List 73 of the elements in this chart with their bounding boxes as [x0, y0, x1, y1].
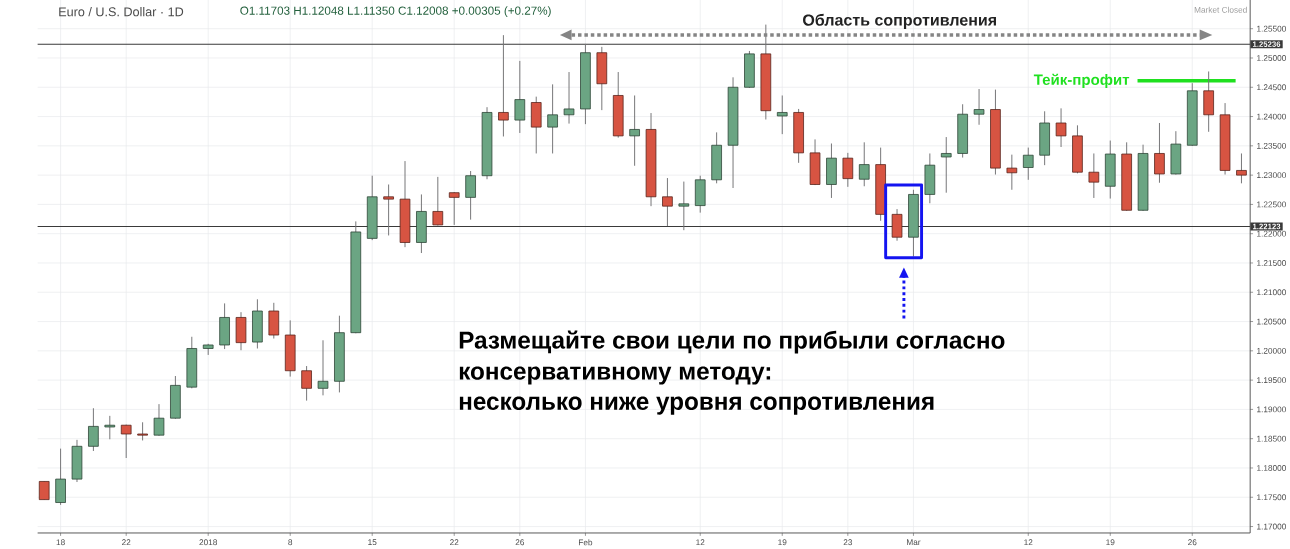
candlestick: [891, 208, 903, 241]
candlestick: [465, 170, 476, 220]
x-tick-label: 18: [56, 539, 65, 545]
y-tick-label: 1.21500: [1257, 259, 1286, 266]
x-tick-label: Feb: [579, 539, 593, 546]
y-tick-label: 1.22000: [1257, 230, 1286, 237]
candlestick: [973, 88, 985, 126]
candlestick: [55, 447, 66, 506]
candlestick: [498, 34, 509, 137]
y-tick-label: 1.17500: [1257, 494, 1286, 500]
y-tick-label: 1.23500: [1257, 142, 1286, 149]
y-tick-label: 1.18500: [1257, 435, 1286, 442]
x-tick-label: 15: [368, 539, 377, 545]
y-tick-label: 1.22500: [1257, 201, 1286, 208]
candlestick: [38, 480, 50, 500]
candlestick: [858, 141, 870, 187]
y-tick-label: 1.25500: [1257, 25, 1286, 32]
x-tick-label: 22: [450, 539, 459, 545]
candlestick: [1236, 152, 1247, 184]
candlestick: [514, 60, 526, 134]
x-tick-label: 22: [122, 539, 131, 545]
candlestick: [1006, 153, 1018, 191]
candlestick: [1055, 107, 1067, 148]
candlestick: [1088, 152, 1100, 199]
candlestick: [842, 152, 854, 188]
y-tick-label: 1.19000: [1257, 406, 1286, 413]
chart-subtitle: O1.11703 H1.12048 L1.11350 C1.12008 +0.00305 (+0.27%): [240, 5, 551, 17]
candlestick: [776, 94, 788, 135]
candlestick: [547, 83, 558, 154]
y-tick-label: 1.20000: [1257, 347, 1286, 354]
y-tick-label: 1.19500: [1257, 376, 1286, 383]
y-tick-label: 1.23000: [1257, 171, 1286, 178]
x-tick-label: 19: [778, 539, 787, 545]
candlestick: [317, 339, 329, 396]
candlestick: [1154, 122, 1165, 183]
y-tick-label: 1.18000: [1257, 464, 1286, 471]
chart-title: Euro / U.S. Dollar · 1D: [59, 6, 184, 17]
candlestick: [120, 423, 132, 459]
annotation: Область сопротивления: [803, 13, 996, 29]
candlestick: [1022, 146, 1034, 181]
annotation: несколько ниже уровня сопротивления: [459, 396, 934, 415]
annotation: Размещайте свои цели по прибыли согласно: [459, 330, 1005, 354]
candlestick: [678, 180, 690, 231]
candlestick: [940, 136, 952, 193]
ref-line-label: Тейк-профит: [1033, 73, 1130, 88]
x-tick-label: Mar: [907, 539, 921, 545]
candlestick: [629, 94, 640, 167]
annotation: консервативному методу:: [459, 366, 771, 385]
candlestick: [153, 403, 165, 437]
x-tick-label: 2018: [199, 539, 218, 545]
x-tick-label: 12: [1024, 539, 1033, 545]
candlestick: [448, 191, 460, 226]
x-tick-label: 8: [288, 539, 293, 545]
candlestick: [137, 421, 148, 441]
annotation: Market Closed: [1194, 6, 1247, 13]
x-tick-label: 23: [843, 539, 853, 545]
x-tick-label: 12: [696, 539, 705, 545]
candlestick: [104, 415, 116, 440]
candlestick: [563, 71, 575, 124]
y-tick-label: 1.24000: [1257, 113, 1286, 120]
x-tick-label: 26: [515, 539, 525, 545]
x-tick-label: 19: [1106, 539, 1115, 545]
y-tick-label: 1.21000: [1257, 289, 1286, 295]
x-tick-label: 26: [1188, 539, 1197, 545]
y-tick-label: 1.24500: [1257, 84, 1286, 90]
candlestick: [383, 183, 394, 236]
candlestick: [662, 177, 673, 227]
y-tick-label: 1.17000: [1257, 523, 1286, 530]
candlestick: [432, 176, 444, 226]
y-tick-label: 1.20500: [1257, 318, 1286, 325]
candlestick: [301, 365, 312, 401]
y-tick-label: 1.25000: [1257, 54, 1286, 61]
candlestick: [88, 407, 99, 452]
